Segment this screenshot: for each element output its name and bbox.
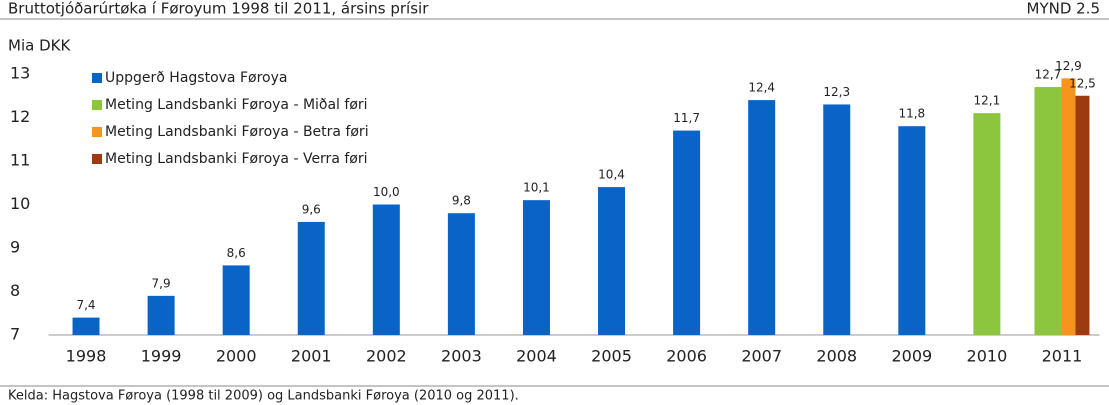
bar xyxy=(447,213,475,335)
value-label: 12,9 xyxy=(1055,59,1082,73)
value-label: 10,1 xyxy=(523,181,550,195)
bar xyxy=(598,187,626,335)
value-label: 7,4 xyxy=(76,298,95,312)
value-label: 9,6 xyxy=(302,202,321,216)
legend-swatch xyxy=(92,154,102,164)
x-tick-label: 2008 xyxy=(816,347,857,366)
x-tick-label: 1998 xyxy=(66,347,107,366)
value-label: 11,7 xyxy=(673,111,700,125)
x-tick-label: 2001 xyxy=(291,347,332,366)
x-tick-label: 2003 xyxy=(441,347,482,366)
legend-swatch xyxy=(92,73,102,83)
x-tick-label: 2010 xyxy=(967,347,1008,366)
x-tick-label: 2006 xyxy=(666,347,707,366)
bar xyxy=(147,295,175,335)
value-label: 10,4 xyxy=(598,168,625,182)
y-tick-label: 10 xyxy=(10,194,30,213)
legend-label: Meting Landsbanki Føroya - Verra føri xyxy=(105,151,368,167)
legend-swatch xyxy=(92,127,102,137)
bar xyxy=(372,204,400,335)
bar xyxy=(823,104,851,335)
y-tick-label: 11 xyxy=(10,151,30,170)
chart-title: Bruttotjóðarúrtøka í Føroyum 1998 til 20… xyxy=(8,0,429,18)
bar xyxy=(673,130,701,335)
value-label: 11,8 xyxy=(898,107,925,121)
source-note: Kelda: Hagstova Føroya (1998 til 2009) o… xyxy=(8,389,519,404)
bar xyxy=(222,265,250,335)
value-label: 10,0 xyxy=(373,185,400,199)
bar xyxy=(297,221,325,335)
y-tick-label: 13 xyxy=(10,64,30,83)
x-tick-label: 2011 xyxy=(1042,347,1083,366)
value-label: 12,4 xyxy=(748,81,775,95)
bar xyxy=(1061,78,1076,335)
bar xyxy=(1034,87,1062,335)
value-label: 12,1 xyxy=(974,94,1001,108)
legend-label: Uppgerð Hagstova Føroya xyxy=(105,70,287,86)
figure-label: MYND 2.5 xyxy=(1027,0,1101,18)
bar xyxy=(973,113,1001,336)
y-tick-label: 12 xyxy=(10,107,30,126)
x-tick-label: 2005 xyxy=(591,347,632,366)
bar xyxy=(748,100,776,335)
y-tick-label: 8 xyxy=(10,281,20,300)
value-label: 12,5 xyxy=(1069,76,1096,90)
value-label: 9,8 xyxy=(452,194,471,208)
value-label: 12,7 xyxy=(1035,68,1062,82)
value-label: 8,6 xyxy=(227,246,246,260)
bar xyxy=(72,317,100,335)
y-tick-label: 9 xyxy=(10,238,20,257)
x-tick-label: 2007 xyxy=(741,347,782,366)
legend-swatch xyxy=(92,100,102,110)
x-tick-label: 2009 xyxy=(891,347,932,366)
value-label: 7,9 xyxy=(152,276,171,290)
value-label: 12,3 xyxy=(823,85,850,99)
x-tick-label: 2002 xyxy=(366,347,407,366)
x-tick-label: 2004 xyxy=(516,347,557,366)
legend-label: Meting Landsbanki Føroya - Betra føri xyxy=(105,124,369,140)
x-tick-label: 2000 xyxy=(216,347,257,366)
legend-label: Meting Landsbanki Føroya - Miðal føri xyxy=(105,97,368,113)
y-axis-label: Mia DKK xyxy=(8,37,71,55)
bar xyxy=(898,126,926,335)
x-tick-label: 1999 xyxy=(141,347,182,366)
bar xyxy=(1075,95,1090,335)
y-tick-label: 7 xyxy=(10,325,20,344)
bar xyxy=(522,200,550,335)
